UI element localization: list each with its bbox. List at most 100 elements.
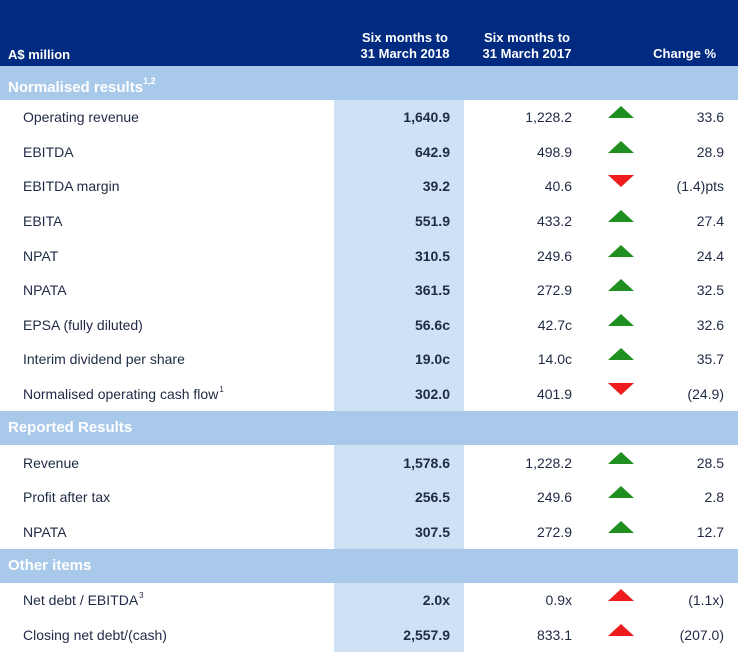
row-label: Net debt / EBITDA 3 (23, 583, 144, 618)
value-2017: 272.9 (536, 282, 572, 299)
col-header-change: Change % (653, 46, 716, 61)
table-row: Revenue 1,578.6 1,228.2 28.5 (0, 445, 738, 480)
row-label-text: Profit after tax (23, 489, 111, 506)
value-2017: 1,228.2 (525, 454, 572, 471)
triangle-shape (608, 244, 634, 257)
change-percent: (24.9) (687, 386, 724, 403)
down-red-icon (605, 377, 637, 412)
row-label-text: NPATA (23, 523, 67, 540)
row-label: Operating revenue (23, 100, 139, 135)
row-label-text: EBITDA (23, 143, 74, 160)
up-green-icon (605, 135, 637, 170)
change-percent: 28.5 (696, 454, 724, 471)
triangle-shape (608, 313, 634, 326)
row-label: Closing net debt/(cash) (23, 618, 167, 653)
table-row: NPATA 307.5 272.9 12.7 (0, 514, 738, 550)
triangle-shape (608, 106, 634, 119)
table-row: Operating revenue 1,640.9 1,228.2 33.6 (0, 100, 738, 135)
value-2017: 42.7c (537, 316, 572, 333)
table-row: Net debt / EBITDA 3 2.0x 0.9x (1.1x) (0, 583, 738, 618)
change-percent: 27.4 (696, 213, 724, 230)
section-title: Other items (8, 557, 92, 575)
table-row: Profit after tax 256.5 249.6 2.8 (0, 479, 738, 515)
section-header: Other items (0, 549, 738, 584)
value-2018: 361.5 (334, 272, 464, 308)
value-2017: 40.6 (544, 178, 572, 195)
table-row: EBITDA 642.9 498.9 28.9 (0, 134, 738, 170)
row-footnote-ref: 3 (139, 590, 144, 600)
value-2017: 249.6 (536, 247, 572, 264)
row-label-text: Closing net debt/(cash) (23, 627, 167, 644)
value-2017: 1,228.2 (525, 109, 572, 126)
value-2018: 256.5 (334, 479, 464, 515)
change-percent: 28.9 (696, 143, 724, 160)
row-label-text: Interim dividend per share (23, 351, 185, 368)
triangle-shape (608, 210, 634, 223)
up-green-icon (605, 238, 637, 273)
table-row: EPSA (fully diluted) 56.6c 42.7c 32.6 (0, 307, 738, 343)
value-2017: 249.6 (536, 489, 572, 506)
row-label-text: Operating revenue (23, 109, 139, 126)
triangle-shape (608, 486, 634, 499)
row-label: EPSA (fully diluted) (23, 308, 143, 343)
triangle-shape (608, 279, 634, 292)
value-2018: 642.9 (334, 134, 464, 170)
value-2018: 310.5 (334, 238, 464, 273)
change-percent: (1.1x) (688, 592, 724, 609)
change-percent: 33.6 (696, 109, 724, 126)
value-2017: 433.2 (536, 213, 572, 230)
row-label-text: EPSA (fully diluted) (23, 316, 143, 333)
value-2018: 551.9 (334, 203, 464, 239)
triangle-shape (608, 383, 634, 396)
section-header: Normalised results1,2 (0, 66, 738, 100)
col-header-2018-line1: Six months to (362, 30, 448, 45)
section-footnote-ref: 1,2 (143, 76, 156, 86)
section-header: Reported Results (0, 411, 738, 446)
col-header-2017: Six months to 31 March 2017 (467, 30, 587, 62)
table-row: Normalised operating cash flow 1 302.0 401.… (0, 376, 738, 412)
change-percent: (207.0) (679, 627, 724, 644)
row-label-text: EBITA (23, 213, 63, 230)
up-red-icon (605, 618, 637, 653)
value-2018: 302.0 (334, 376, 464, 412)
change-percent: (1.4)pts (676, 178, 724, 195)
value-2017: 498.9 (536, 143, 572, 160)
value-2018: 39.2 (334, 169, 464, 204)
value-2018: 19.0c (334, 342, 464, 377)
up-green-icon (605, 480, 637, 515)
value-2018: 1,640.9 (334, 100, 464, 135)
row-footnote-ref: 1 (219, 384, 224, 394)
table-row: Interim dividend per share 19.0c 14.0c 35.7 (0, 342, 738, 377)
row-label: Profit after tax (23, 480, 110, 515)
up-green-icon (605, 273, 637, 308)
change-percent: 32.5 (696, 282, 724, 299)
up-green-icon (605, 515, 637, 550)
up-green-icon (605, 342, 637, 377)
row-label-text: Revenue (23, 454, 80, 471)
change-percent: 2.8 (704, 489, 724, 506)
change-percent: 32.6 (696, 316, 724, 333)
col-header-2018-line2: 31 March 2018 (360, 46, 450, 61)
up-green-icon (605, 445, 637, 480)
col-header-2017-line2: 31 March 2017 (482, 46, 572, 61)
table-header: A$ million Six months to 31 March 2018 S… (0, 0, 738, 66)
row-label: NPAT (23, 238, 58, 273)
row-label-text: Normalised operating cash flow (23, 386, 219, 403)
value-2018: 307.5 (334, 514, 464, 550)
row-label: NPATA (23, 515, 67, 550)
col-header-2017-line1: Six months to (484, 30, 570, 45)
table-row: NPAT 310.5 249.6 24.4 (0, 238, 738, 273)
value-2017: 833.1 (536, 627, 572, 644)
triangle-shape (608, 175, 634, 188)
value-2018: 1,578.6 (334, 445, 464, 480)
col-header-2018: Six months to 31 March 2018 (340, 30, 470, 62)
row-label-text: EBITDA margin (23, 178, 120, 195)
triangle-shape (608, 140, 634, 153)
row-label: Interim dividend per share (23, 342, 185, 377)
row-label-text: NPATA (23, 282, 67, 299)
value-2018: 2,557.9 (334, 617, 464, 653)
row-label: Normalised operating cash flow 1 (23, 377, 224, 412)
value-2017: 272.9 (536, 523, 572, 540)
triangle-shape (608, 348, 634, 361)
change-percent: 24.4 (696, 247, 724, 264)
